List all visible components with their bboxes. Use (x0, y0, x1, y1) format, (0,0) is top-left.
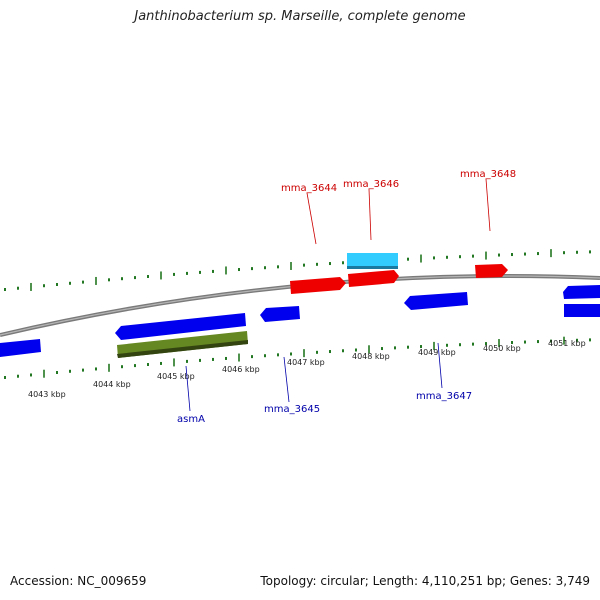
gene-label: mma_3646 (343, 179, 399, 190)
tick-label: 4050 kbp (483, 344, 521, 353)
gene-feature (475, 264, 508, 278)
inner-tick-track (4, 336, 591, 380)
gene-feature (404, 292, 468, 310)
gene-label: asmA (177, 414, 205, 425)
gene-feature (115, 313, 246, 340)
scale-labels: 4043 kbp 4044 kbp 4045 kbp 4046 kbp 4047… (28, 339, 586, 399)
map-title: Janthinobacterium sp. Marseille, complet… (134, 9, 466, 24)
gene-feature (290, 277, 346, 294)
tick-label: 4048 kbp (352, 352, 390, 361)
rna-feature (347, 253, 398, 266)
gene-feature (260, 306, 300, 322)
reverse-features (0, 292, 600, 358)
gene-feature (563, 285, 600, 299)
outer-tick-track (4, 249, 591, 292)
tick-label: 4044 kbp (93, 380, 131, 389)
gene-feature (564, 304, 600, 317)
gene-label: mma_3648 (460, 169, 516, 180)
tick-label: 4046 kbp (222, 365, 260, 374)
tick-label: 4051 kbp (548, 339, 586, 348)
top-gene-labels: mma_3644 mma_3646 mma_3648 (281, 169, 516, 245)
forward-features (290, 253, 600, 299)
gene-label: mma_3645 (264, 404, 320, 415)
gene-label: mma_3644 (281, 183, 337, 194)
tick-label: 4047 kbp (287, 358, 325, 367)
tick-label: 4045 kbp (157, 372, 195, 381)
tick-label: 4043 kbp (28, 390, 66, 399)
gene-label: mma_3647 (416, 391, 472, 402)
tick-label: 4049 kbp (418, 348, 456, 357)
accession-label: Accession: NC_009659 (10, 574, 147, 588)
bottom-gene-labels: asmA mma_3645 mma_3647 (177, 342, 472, 425)
genome-summary: Topology: circular; Length: 4,110,251 bp… (260, 574, 590, 588)
gene-feature (348, 270, 399, 287)
gene-feature (0, 339, 41, 357)
